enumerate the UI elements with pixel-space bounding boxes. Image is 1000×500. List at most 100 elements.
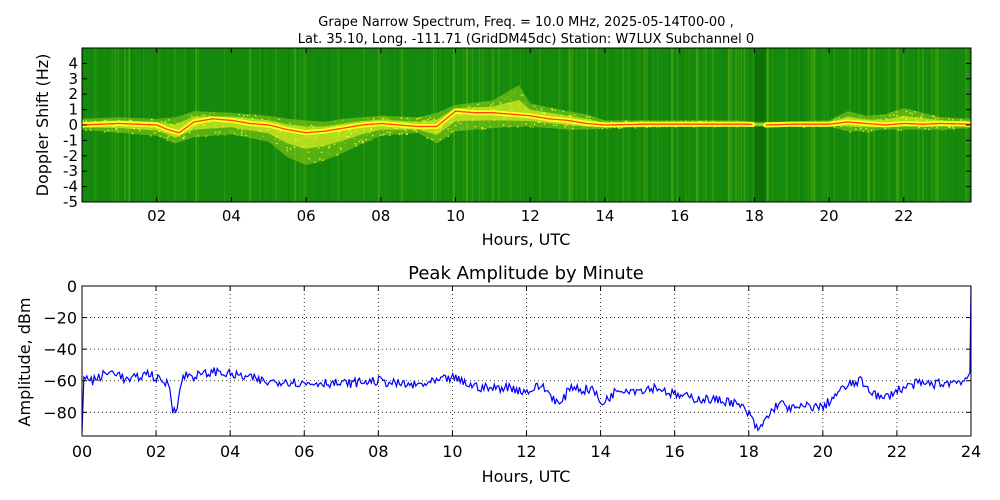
spectrogram-speckle bbox=[675, 126, 677, 128]
spectrogram-speckle bbox=[393, 127, 396, 129]
spectrogram-speckle bbox=[525, 102, 527, 104]
spectrogram-speckle bbox=[289, 122, 291, 125]
spectrogram-speckle bbox=[543, 113, 546, 115]
spectrogram-speckle bbox=[712, 120, 715, 123]
spectrogram-speckle bbox=[601, 119, 603, 121]
spectrogram-speckle bbox=[582, 127, 584, 129]
spectrogram-speckle bbox=[554, 109, 557, 111]
spectrogram-speckle bbox=[182, 137, 185, 140]
spectrogram-speckle bbox=[369, 121, 371, 123]
spectrogram-speckle bbox=[161, 120, 163, 123]
amplitude-xtick-label: 06 bbox=[294, 442, 314, 461]
spectrogram-speckle bbox=[167, 135, 170, 137]
spectrogram-speckle bbox=[691, 120, 694, 123]
spectrogram-speckle bbox=[217, 132, 220, 134]
spectrogram-speckle bbox=[326, 127, 329, 129]
spectrogram-speckle bbox=[201, 123, 203, 125]
spectrogram-speckle bbox=[840, 125, 842, 128]
spectrogram-speckle bbox=[593, 119, 595, 122]
spectrogram-speckle bbox=[338, 133, 340, 135]
spectrogram-speckle bbox=[341, 140, 344, 142]
spectrogram-speckle bbox=[459, 122, 462, 125]
spectrogram-speckle bbox=[233, 132, 236, 135]
amplitude-ylabel: Amplitude, dBm bbox=[15, 298, 34, 427]
spectrogram-speckle bbox=[472, 119, 474, 121]
spectrogram-speckle bbox=[489, 125, 491, 127]
spectrogram-speckle bbox=[541, 110, 543, 112]
spectrogram-speckle bbox=[115, 128, 118, 130]
spectrogram-speckle bbox=[355, 134, 357, 136]
spectrogram-speckle bbox=[194, 124, 197, 126]
spectrogram-speckle bbox=[879, 119, 882, 121]
spectrogram-speckle bbox=[191, 115, 193, 117]
spectrogram-speckle bbox=[90, 119, 92, 122]
spectrogram-speckle bbox=[898, 115, 900, 117]
spectrogram-speckle bbox=[848, 124, 851, 126]
spectrogram-speckle bbox=[116, 128, 118, 130]
spectrogram-speckle bbox=[952, 126, 954, 128]
spectrogram-speckle bbox=[624, 120, 627, 122]
spectrogram-speckle bbox=[166, 137, 169, 139]
spectrogram-speckle bbox=[105, 119, 108, 122]
spectrogram-speckle bbox=[606, 128, 609, 130]
spectrogram-speckle bbox=[865, 128, 867, 130]
spectrogram-speckle bbox=[164, 120, 166, 122]
spectrogram-speckle bbox=[439, 128, 441, 130]
spectrogram-speckle bbox=[398, 133, 401, 136]
spectrogram-speckle bbox=[208, 115, 210, 117]
spectrogram-speckle bbox=[754, 122, 756, 125]
spectrogram-speckle bbox=[339, 146, 341, 148]
spectrogram-speckle bbox=[501, 96, 503, 99]
spectrogram-speckle bbox=[521, 125, 523, 127]
spectrogram-speckle bbox=[604, 121, 606, 123]
spectrogram-speckle bbox=[90, 129, 92, 131]
spectrogram-speckle bbox=[952, 128, 955, 130]
spectrogram-speckle bbox=[577, 115, 579, 117]
spectrogram-speckle bbox=[921, 114, 923, 116]
spectrogram-speckle bbox=[148, 126, 150, 129]
spectrogram-speckle bbox=[396, 128, 398, 130]
spectrogram-speckle bbox=[850, 126, 852, 128]
spectrogram-speckle bbox=[602, 120, 604, 122]
amplitude-xtick-label: 14 bbox=[590, 442, 610, 461]
spectrogram-speckle bbox=[465, 123, 467, 126]
spectrogram-peak-trace bbox=[82, 110, 753, 134]
spectrogram-speckle bbox=[118, 119, 120, 122]
spectrogram-speckle bbox=[184, 137, 186, 139]
spectrogram-xtick-label: 16 bbox=[670, 207, 689, 225]
spectrogram-speckle bbox=[344, 142, 346, 144]
spectrogram-speckle bbox=[187, 114, 189, 116]
spectrogram-speckle bbox=[901, 116, 904, 118]
spectrogram-speckle bbox=[406, 133, 408, 135]
spectrogram-speckle bbox=[948, 126, 950, 129]
spectrogram-speckle bbox=[488, 121, 490, 123]
spectrogram-speckle bbox=[274, 138, 276, 140]
spectrogram-speckle bbox=[504, 98, 506, 100]
spectrogram-speckle bbox=[318, 147, 320, 149]
spectrogram-speckle bbox=[328, 147, 330, 149]
spectrogram-speckle bbox=[416, 118, 418, 120]
spectrogram-speckle bbox=[439, 138, 441, 140]
spectrogram-speckle bbox=[218, 131, 221, 133]
spectrogram-speckle bbox=[444, 133, 447, 135]
spectrogram-speckle bbox=[960, 119, 963, 122]
spectrogram-speckle bbox=[874, 116, 876, 119]
spectrogram-speckle bbox=[452, 130, 454, 132]
spectrogram-speckle bbox=[204, 114, 206, 116]
spectrogram-speckle bbox=[647, 120, 649, 122]
spectrogram-speckle bbox=[299, 133, 302, 136]
spectrogram-speckle bbox=[543, 123, 546, 125]
spectrogram-speckle bbox=[371, 129, 373, 131]
spectrogram-speckle bbox=[362, 129, 365, 131]
spectrogram-speckle bbox=[340, 147, 342, 149]
spectrogram-speckle bbox=[166, 120, 168, 122]
spectrogram-speckle bbox=[570, 115, 572, 117]
amplitude-ytick-label: −40 bbox=[43, 340, 77, 359]
spectrogram-speckle bbox=[133, 128, 136, 130]
spectrogram-speckle bbox=[224, 134, 226, 136]
spectrogram-speckle bbox=[882, 115, 885, 117]
spectrogram-speckle bbox=[213, 112, 215, 115]
spectrogram-speckle bbox=[276, 142, 278, 145]
spectrogram-speckle bbox=[203, 124, 206, 126]
